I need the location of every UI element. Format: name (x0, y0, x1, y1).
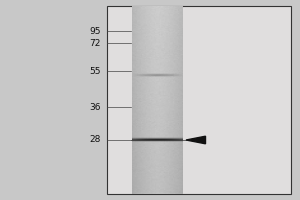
Text: 36: 36 (89, 102, 100, 112)
Text: 95: 95 (89, 26, 100, 36)
Text: 72: 72 (89, 38, 100, 47)
Text: 55: 55 (89, 66, 100, 75)
Bar (106, 6, 291, 194)
Text: 28: 28 (89, 136, 100, 144)
Polygon shape (186, 136, 206, 144)
